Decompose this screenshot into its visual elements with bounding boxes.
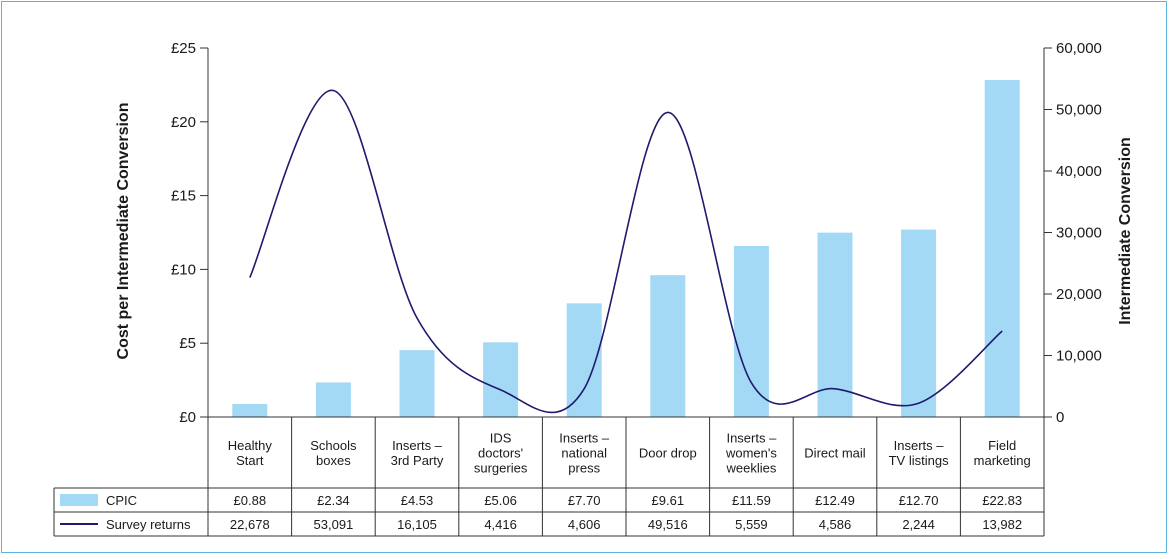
y-tick-label: £15 [171, 188, 196, 205]
data-label-cpic: £4.53 [401, 493, 434, 508]
y2-tick-label: 0 [1056, 409, 1064, 426]
data-label-survey-returns: 2,244 [902, 517, 935, 532]
bar-cpic [650, 275, 685, 417]
y-axis-title: Cost per Intermediate Conversion [115, 103, 132, 360]
data-label-cpic: £9.61 [652, 493, 685, 508]
legend-label-cpic: CPIC [106, 493, 137, 508]
data-label-survey-returns: 49,516 [648, 517, 688, 532]
data-label-cpic: £2.34 [317, 493, 350, 508]
bar-cpic [483, 342, 518, 417]
y2-tick-label: 50,000 [1056, 102, 1102, 119]
data-label-survey-returns: 4,586 [819, 517, 852, 532]
x-tick-label: Direct mail [804, 446, 866, 461]
data-label-cpic: £0.88 [234, 493, 267, 508]
data-label-survey-returns: 22,678 [230, 517, 270, 532]
x-tick-label: Inserts –3rd Party [391, 438, 444, 468]
y2-tick-label: 30,000 [1056, 225, 1102, 242]
legend-label-survey-returns: Survey returns [106, 517, 191, 532]
data-label-survey-returns: 4,606 [568, 517, 601, 532]
data-label-survey-returns: 53,091 [314, 517, 354, 532]
x-tick-label: Inserts –TV listings [889, 438, 949, 468]
data-label-survey-returns: 16,105 [397, 517, 437, 532]
bar-cpic [400, 350, 435, 417]
data-label-cpic: £12.70 [899, 493, 939, 508]
data-label-survey-returns: 4,416 [484, 517, 517, 532]
y-tick-label: £10 [171, 261, 196, 278]
bar-cpic [901, 230, 936, 417]
x-tick-label: Door drop [639, 446, 697, 461]
bar-cpic [734, 246, 769, 417]
data-label-cpic: £22.83 [982, 493, 1022, 508]
data-label-cpic: £5.06 [484, 493, 517, 508]
bar-cpic [985, 80, 1020, 417]
y2-tick-label: 40,000 [1056, 163, 1102, 180]
y2-tick-label: 20,000 [1056, 286, 1102, 303]
data-label-survey-returns: 5,559 [735, 517, 768, 532]
data-label-cpic: £11.59 [732, 493, 771, 508]
y2-tick-label: 60,000 [1056, 40, 1102, 57]
y-tick-label: £20 [171, 114, 196, 131]
y-tick-label: £0 [179, 409, 196, 426]
data-label-cpic: £12.49 [815, 493, 855, 508]
y2-axis-title: Intermediate Conversion [1117, 137, 1134, 325]
y-tick-label: £25 [171, 40, 196, 57]
y2-tick-label: 10,000 [1056, 348, 1102, 365]
data-label-survey-returns: 13,982 [982, 517, 1022, 532]
data-label-cpic: £7.70 [568, 493, 601, 508]
bar-cpic [316, 382, 351, 417]
bar-cpic [232, 404, 267, 417]
legend-swatch-cpic [60, 494, 98, 506]
y-tick-label: £5 [179, 335, 196, 352]
line-survey-returns [250, 90, 1002, 412]
